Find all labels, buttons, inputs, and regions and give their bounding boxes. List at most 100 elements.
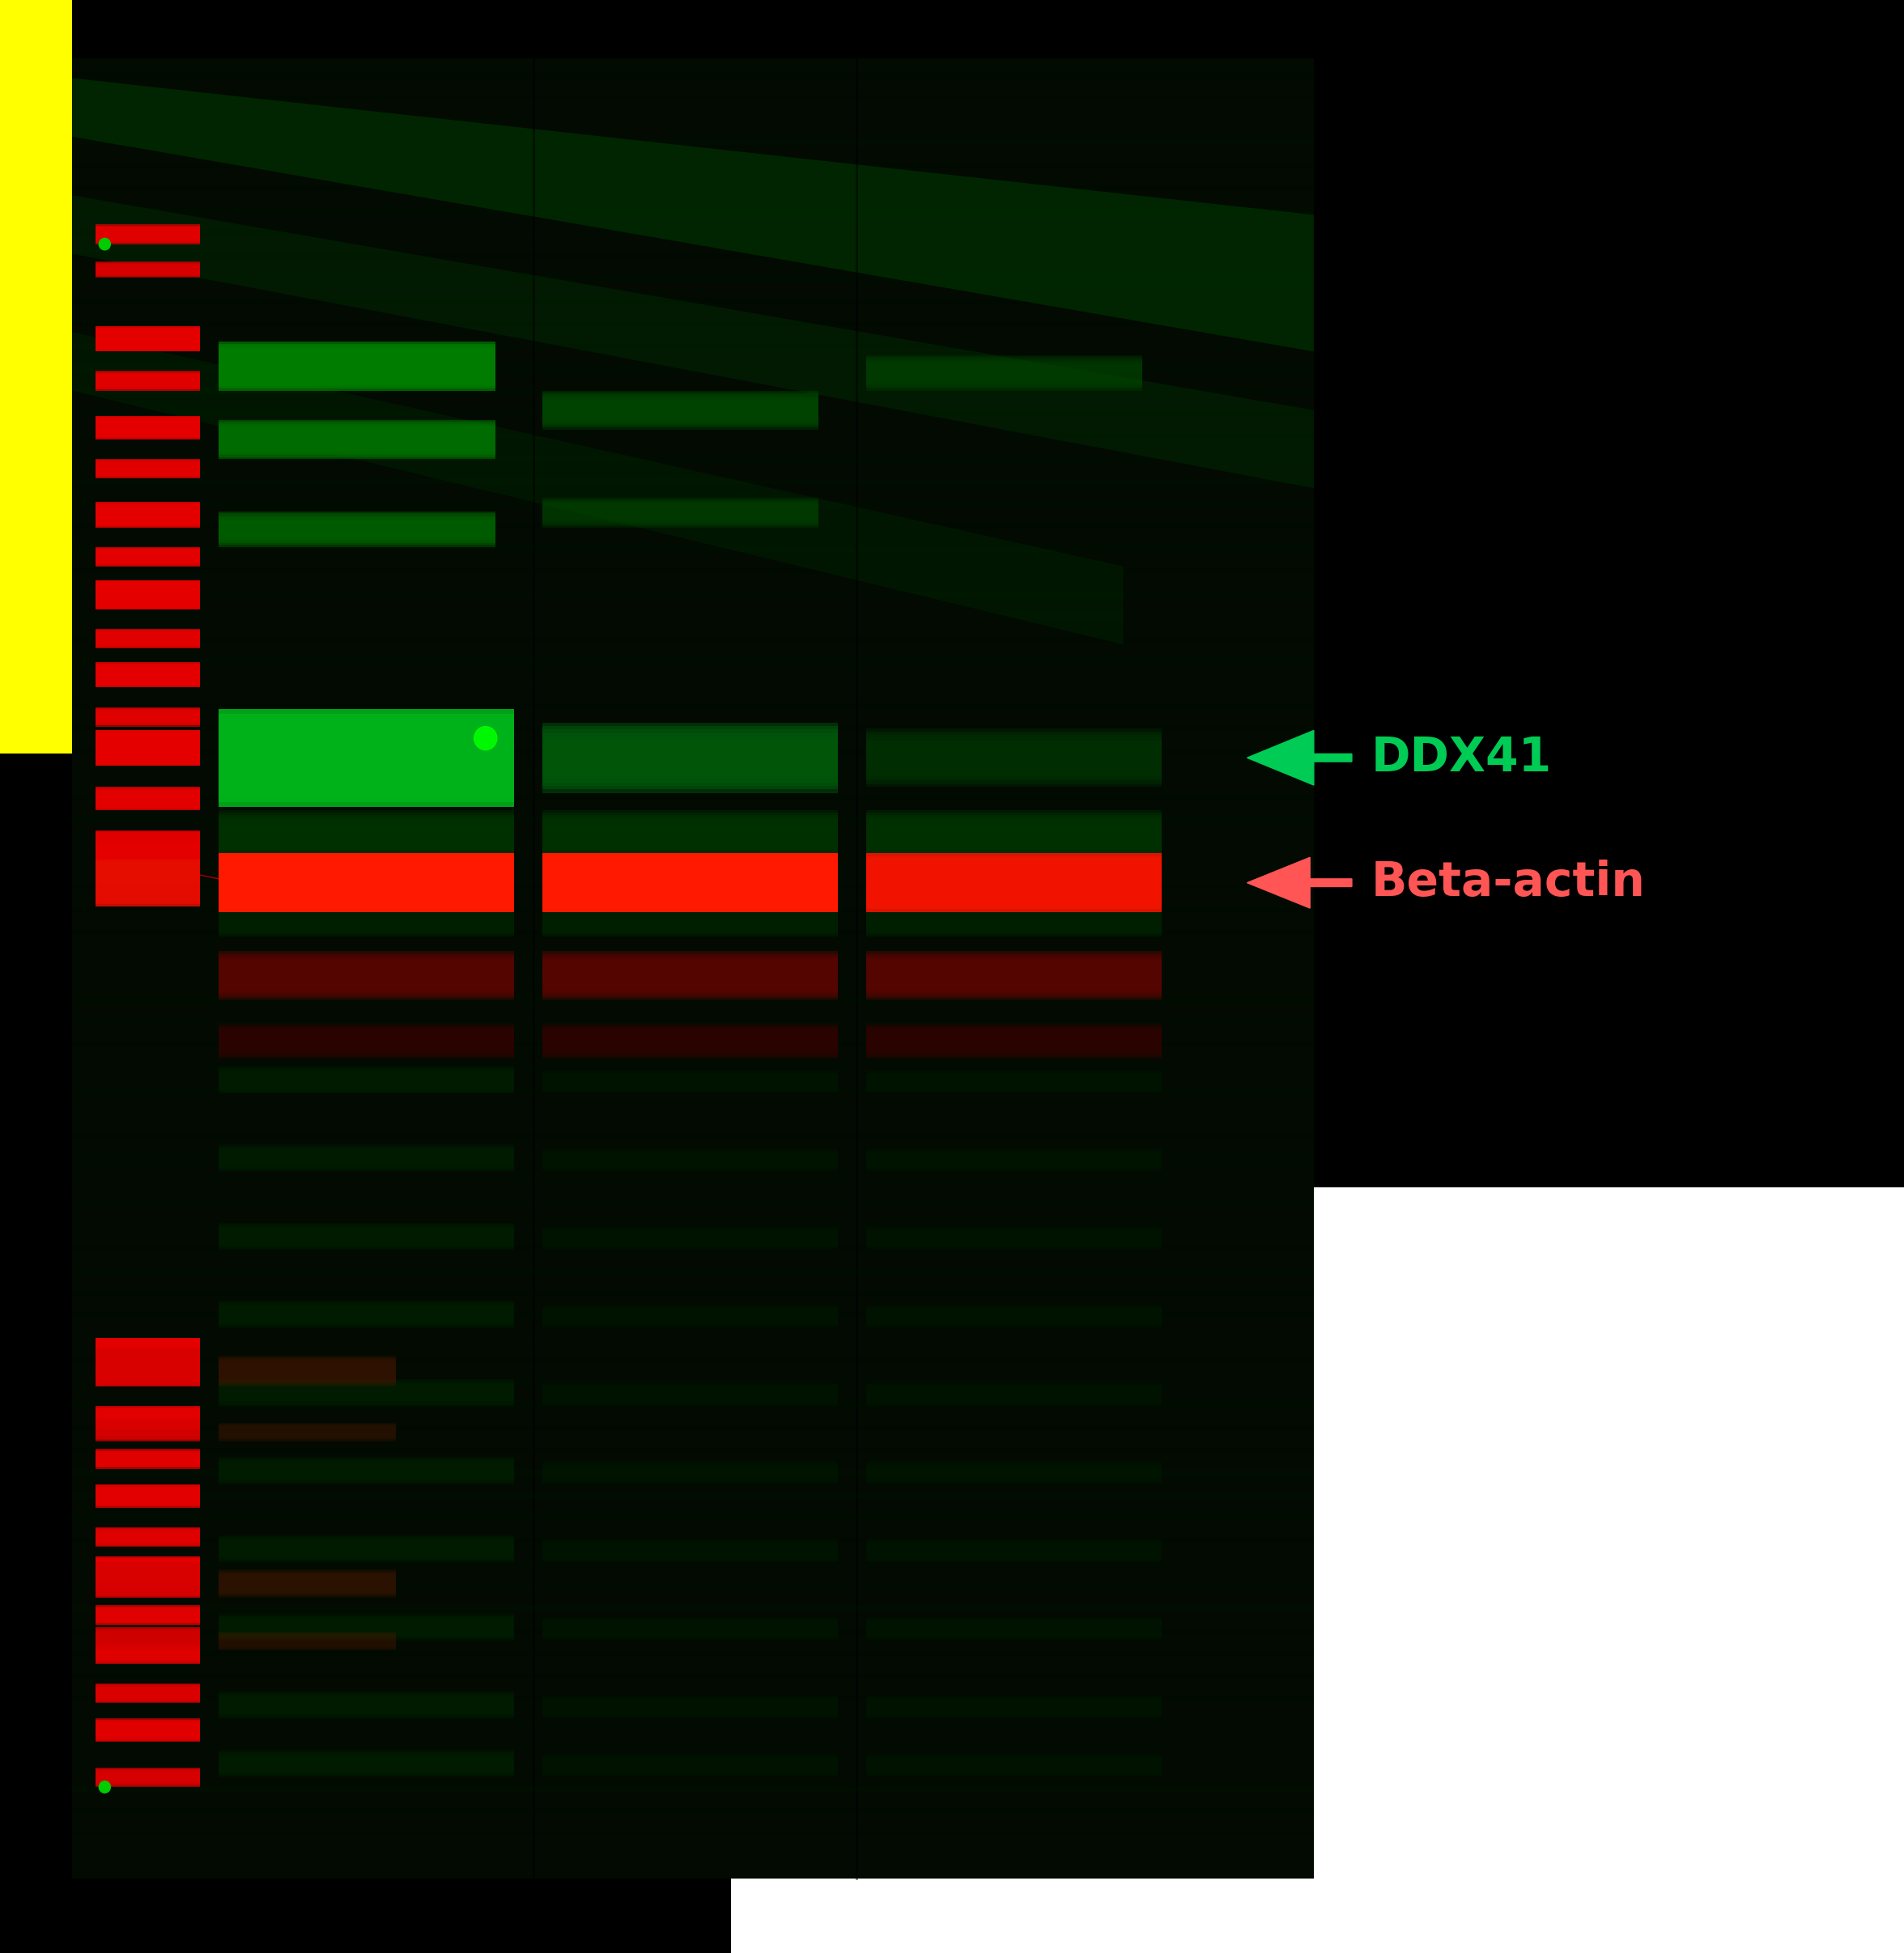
Bar [543, 969, 838, 982]
Bar [866, 1072, 1161, 1092]
Bar [543, 1029, 838, 1053]
Bar [219, 810, 514, 859]
Bar [95, 1426, 200, 1434]
Bar [72, 1447, 1314, 1453]
Bar [543, 1625, 838, 1633]
Bar [543, 1035, 838, 1047]
Bar [866, 1758, 1161, 1773]
Bar [95, 1357, 200, 1377]
Bar [219, 422, 495, 457]
Bar [219, 732, 514, 781]
Bar [543, 1463, 838, 1482]
Bar [543, 828, 838, 842]
Bar [219, 859, 514, 906]
Bar [866, 1469, 1161, 1476]
Bar [219, 1615, 514, 1639]
Bar [866, 1232, 1161, 1244]
Bar [72, 1041, 1314, 1047]
Bar [72, 1199, 1314, 1205]
Bar [95, 580, 200, 609]
Bar [95, 1650, 200, 1658]
Bar [72, 545, 1314, 551]
Bar [866, 1029, 1161, 1053]
Bar [95, 1562, 200, 1598]
Bar [543, 873, 838, 891]
Bar [219, 865, 514, 900]
Bar [72, 613, 1314, 619]
Bar [219, 910, 514, 930]
Bar [219, 1619, 514, 1635]
Bar [95, 850, 200, 877]
Bar [866, 1027, 1161, 1055]
Polygon shape [72, 332, 1123, 644]
Bar [543, 1232, 838, 1244]
Bar [95, 1418, 200, 1441]
Bar [219, 1381, 514, 1404]
Bar [219, 1426, 396, 1439]
Bar [95, 1769, 200, 1785]
Bar [219, 1424, 396, 1439]
Bar [543, 1703, 838, 1711]
Bar [72, 1650, 1314, 1656]
Bar [95, 590, 200, 602]
Bar [95, 861, 200, 904]
Bar [95, 1408, 200, 1428]
Bar [72, 1312, 1314, 1318]
Bar [543, 1152, 838, 1168]
Bar [543, 1465, 838, 1480]
Bar [95, 668, 200, 682]
Bar [219, 1025, 514, 1057]
Bar [219, 1631, 396, 1650]
Bar [219, 1697, 514, 1713]
Bar [543, 1543, 838, 1558]
Bar [95, 1488, 200, 1504]
Bar [72, 523, 1314, 529]
Bar [95, 1605, 200, 1625]
Bar [219, 1537, 514, 1560]
Bar [543, 1312, 838, 1320]
Bar [72, 162, 1314, 168]
Bar [219, 1623, 514, 1631]
Bar [543, 1539, 838, 1562]
Bar [219, 1355, 396, 1387]
Bar [866, 1234, 1161, 1242]
Bar [219, 723, 514, 793]
Bar [95, 1527, 200, 1547]
Bar [219, 1539, 514, 1558]
Bar [95, 738, 200, 756]
Bar [219, 1303, 514, 1326]
Bar [866, 1621, 1161, 1637]
Bar [219, 1426, 396, 1437]
Bar [95, 229, 200, 238]
Bar [72, 568, 1314, 574]
Bar [219, 516, 495, 543]
Bar [219, 1752, 514, 1775]
Bar [866, 1617, 1161, 1641]
Bar [95, 1769, 200, 1785]
Bar [95, 1607, 200, 1623]
Bar [95, 1353, 200, 1381]
Bar [219, 951, 514, 1000]
Bar [866, 1543, 1161, 1558]
Bar [543, 1461, 838, 1484]
Bar [219, 1303, 514, 1326]
Bar [95, 262, 200, 277]
Bar [543, 736, 838, 779]
Bar [95, 711, 200, 723]
Bar [219, 1146, 514, 1170]
Bar [866, 953, 1161, 998]
Bar [543, 1697, 838, 1717]
Bar [866, 359, 1142, 387]
Bar [866, 1228, 1161, 1248]
Bar [95, 1689, 200, 1697]
Bar [866, 363, 1142, 383]
Bar [219, 719, 514, 797]
Bar [72, 1357, 1314, 1363]
Bar [866, 1701, 1161, 1713]
Bar [866, 961, 1161, 990]
Bar [95, 508, 200, 521]
Bar [543, 395, 819, 426]
Bar [95, 1773, 200, 1781]
Bar [219, 1023, 514, 1059]
Bar [866, 1758, 1161, 1773]
